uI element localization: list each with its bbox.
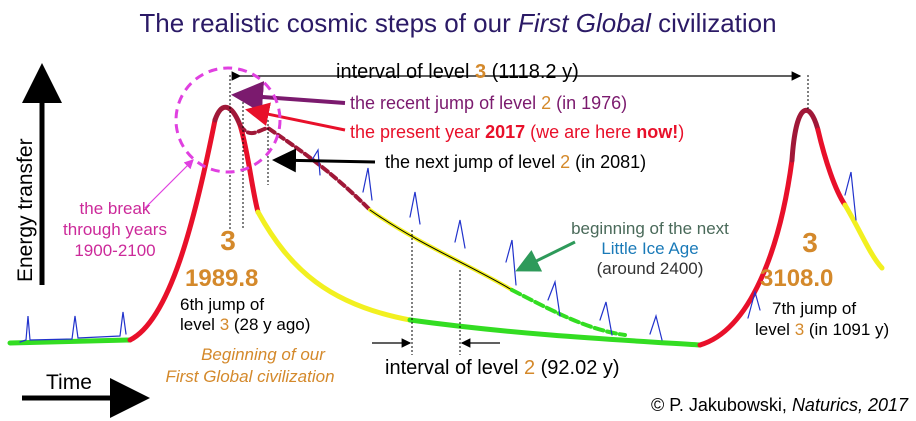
interval2: interval of level 2 (92.02 y) [385, 357, 620, 379]
break-label: the break through years 1900-2100 [63, 199, 167, 260]
text-part: (92.02 y) [535, 357, 619, 379]
text-line: 1900-2100 [74, 241, 155, 260]
text-part: 2 [524, 357, 535, 379]
title-part: civilization [651, 8, 777, 38]
recent-arrow [231, 81, 346, 113]
credit: © P. Jakubowski, Naturics, 2017 [651, 395, 909, 415]
text-part: 3 [475, 61, 486, 83]
interval3: interval of level 3 (1118.2 y) [336, 61, 579, 83]
text-line: level 3 (28 y ago) [180, 315, 310, 334]
level-label: 3 [220, 225, 236, 256]
text-part: level [755, 320, 795, 339]
text-part: (we are here [525, 122, 636, 142]
ice-age: beginning of the next Little Ice Age (ar… [571, 219, 729, 278]
text-part: interval of level [336, 61, 475, 83]
text-part: (1118.2 y) [486, 61, 579, 83]
x-label: Time [46, 371, 92, 394]
text-part: the recent jump of level [350, 93, 541, 113]
text-line: Beginning of our [201, 345, 326, 364]
text-part: interval of level [385, 357, 524, 379]
level-label: 3 [802, 227, 818, 258]
ice-arrow [515, 240, 576, 272]
title-part: First Global [518, 8, 652, 38]
text-part: the next jump of level [385, 152, 560, 172]
text-part: (in 1091 y) [804, 320, 889, 339]
next-jump: the next jump of level 2 (in 2081) [385, 152, 646, 172]
break-arrow [144, 159, 194, 209]
text-part: the present year [350, 122, 485, 142]
curves [7, 105, 885, 348]
text-part: (in 2081) [570, 152, 646, 172]
year-label: 1989.8 [185, 265, 258, 292]
text-part: 2 [541, 93, 551, 113]
text-line: Little Ice Age [601, 239, 698, 258]
y-label: Energy transfer [14, 138, 37, 282]
text-part: 3 [220, 315, 229, 334]
text-line: beginning of the next [571, 219, 729, 238]
text-part: (in 1976) [551, 93, 627, 113]
guides [229, 75, 809, 355]
present-year: the present year 2017 (we are here now!) [350, 122, 684, 142]
text-part: (28 y ago) [229, 315, 310, 334]
text-part: Naturics, 2017 [792, 395, 909, 415]
text-part: now! [636, 122, 678, 142]
text-line: the break [80, 199, 151, 218]
text-part: ) [678, 122, 684, 142]
year-label: 3108.0 [760, 265, 833, 292]
text-line: 7th jump of [772, 299, 856, 318]
text-line: First Global civilization [165, 367, 334, 386]
text-line: 6th jump of [180, 295, 264, 314]
text-part: © P. Jakubowski, [651, 395, 792, 415]
text-line: through years [63, 220, 167, 239]
text-part: level [180, 315, 220, 334]
text-part: 3 [795, 320, 804, 339]
recent-jump: the recent jump of level 2 (in 1976) [350, 93, 627, 113]
present-arrow [245, 102, 346, 132]
title: The realistic cosmic steps of our First … [139, 8, 776, 38]
text-line: level 3 (in 1091 y) [755, 320, 889, 339]
break-circle [174, 66, 282, 174]
title-part: The realistic cosmic steps of our [139, 8, 518, 38]
text-part: 2 [560, 152, 570, 172]
next-arrow [272, 148, 376, 173]
text-part: 2017 [485, 122, 525, 142]
text-line: (around 2400) [597, 259, 704, 278]
